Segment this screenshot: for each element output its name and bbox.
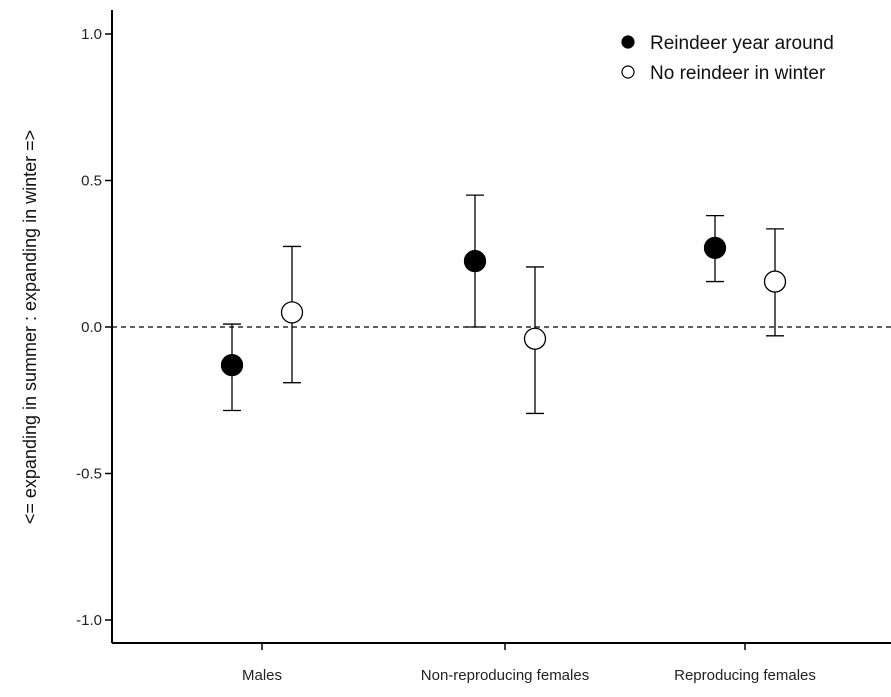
- data-point: [763, 270, 787, 293]
- legend-marker: [621, 65, 635, 79]
- y-ticks: 1.0 0.5 0.0 -0.5 -1.0: [76, 26, 112, 629]
- data-point: [220, 353, 244, 377]
- legend-label: Reindeer year around: [650, 33, 834, 54]
- data-point: [280, 301, 304, 324]
- x-ticks: Males Non-reproducing females Reproducing …: [242, 643, 816, 684]
- x-tick-label: Reproducing females: [674, 667, 816, 684]
- x-tick-label: Males: [242, 667, 282, 684]
- series-reindeer-year-around: [220, 194, 727, 412]
- series-no-reindeer-in-winter: [280, 228, 787, 415]
- legend-marker: [621, 35, 635, 49]
- x-tick-label: Non-reproducing females: [421, 667, 589, 684]
- y-tick-label: -1.0: [76, 612, 102, 629]
- y-axis-title: <= expanding in summer : expanding in wi…: [20, 130, 40, 524]
- data-point: [523, 327, 547, 350]
- data-point: [463, 249, 487, 273]
- y-tick-label: 1.0: [81, 26, 102, 43]
- y-tick-label: 0.5: [81, 173, 102, 190]
- y-tick-label: 0.0: [81, 319, 102, 336]
- legend: Reindeer year around No reindeer in winte…: [621, 33, 834, 84]
- legend-label: No reindeer in winter: [650, 63, 826, 84]
- data-point: [703, 236, 727, 260]
- y-tick-label: -0.5: [76, 466, 102, 483]
- axes: <= expanding in summer : expanding in wi…: [20, 10, 891, 644]
- data-marks: [220, 194, 787, 415]
